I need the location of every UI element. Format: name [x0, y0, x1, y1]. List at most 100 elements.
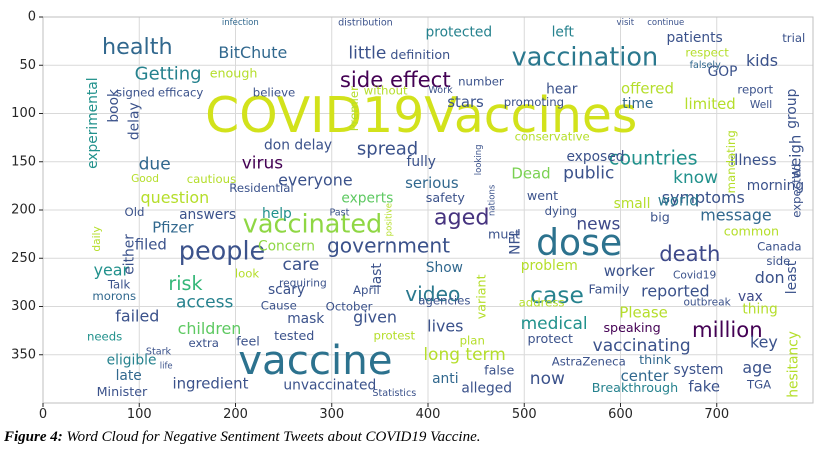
word-cloud-word: fully [407, 154, 436, 170]
word-cloud-word: news [576, 214, 620, 234]
word-cloud-word: mandating [724, 130, 738, 193]
y-tick-label: 350 [11, 347, 36, 362]
word-cloud-word: feel [236, 334, 260, 349]
word-cloud-word: nations [487, 184, 497, 216]
word-cloud-word: illness [730, 151, 777, 169]
word-cloud-word: serious [405, 174, 459, 192]
word-cloud-word: variant [473, 274, 488, 319]
x-tick-label: 400 [416, 407, 441, 422]
word-cloud-word: needs [87, 329, 122, 343]
word-cloud-word: agencies [418, 294, 470, 308]
word-cloud-word: COVID19Vaccines [205, 87, 637, 144]
word-cloud-word: efficacy [158, 85, 204, 99]
word-cloud-word: expected [790, 164, 804, 218]
word-cloud-word: Old [125, 205, 145, 219]
word-cloud-word: extra [189, 336, 219, 350]
word-cloud-word: false [484, 363, 514, 378]
y-tick-label: 0 [28, 10, 36, 25]
word-cloud-word: access [176, 293, 233, 313]
x-tick-label: 600 [608, 407, 633, 422]
y-tick-label: 50 [19, 58, 36, 73]
word-cloud-word: answers [179, 207, 236, 223]
word-cloud-word: daily [91, 226, 103, 251]
word-cloud-word: infection [222, 18, 259, 28]
word-cloud-word: definition [390, 47, 450, 62]
word-cloud-word: common [724, 224, 779, 239]
word-cloud-word: late [116, 368, 142, 384]
word-cloud-word: protest [374, 328, 416, 342]
word-cloud-word: morning [747, 178, 804, 194]
word-cloud-word: hear [546, 81, 578, 97]
word-cloud-word: scary [268, 282, 305, 298]
word-cloud-word: NFL [508, 229, 524, 255]
word-cloud-word: Premier [347, 86, 361, 131]
word-cloud-word: limited [684, 95, 735, 113]
word-cloud-word: Good [131, 173, 159, 185]
word-cloud-word: countries [609, 146, 698, 169]
word-cloud-word: least [784, 260, 800, 294]
word-cloud-word: health [102, 34, 173, 60]
word-cloud-word: dying [545, 204, 577, 218]
word-cloud-word: hesitancy [786, 331, 802, 398]
word-cloud-word: look [235, 267, 260, 281]
word-cloud-word: promoting [504, 95, 564, 109]
word-cloud-word: question [141, 188, 210, 207]
word-cloud-word: Pfizer [152, 218, 194, 236]
x-tick-label: 0 [39, 407, 47, 422]
x-tick-label: 700 [704, 407, 729, 422]
word-cloud-word: small [614, 196, 651, 212]
word-cloud-word: GOP [708, 64, 738, 80]
word-cloud-word: looking [474, 144, 484, 175]
word-cloud-word: case [530, 281, 584, 309]
word-cloud-word: exposed [566, 149, 624, 165]
word-cloud-word: eligible [107, 353, 157, 369]
word-cloud-word: everyone [278, 171, 352, 190]
word-cloud-word: book [106, 89, 122, 123]
word-cloud-word: Past [329, 207, 349, 218]
word-cloud-word: stars [447, 93, 484, 111]
word-cloud-word: offered [621, 79, 674, 97]
word-cloud-word: medical [521, 314, 588, 334]
word-cloud-word: lives [427, 316, 463, 335]
word-cloud-word: age [742, 358, 772, 377]
word-cloud-word: side [766, 254, 790, 268]
word-cloud-word: tested [274, 328, 314, 343]
word-cloud-word: help [262, 206, 292, 222]
caption-text: Word Cloud for Negative Sentiment Tweets… [62, 429, 481, 445]
word-cloud-word: group [784, 89, 800, 129]
word-cloud-word: number [458, 75, 504, 89]
word-cloud-word: spread [357, 139, 418, 160]
word-cloud-word: reported [641, 282, 709, 301]
word-cloud-word: trial [782, 31, 805, 45]
word-cloud-word: must [488, 227, 520, 242]
word-cloud-word: children [178, 319, 242, 338]
word-cloud-word: key [750, 333, 778, 352]
word-cloud-word: aged [434, 205, 490, 231]
word-cloud-word: virus [242, 154, 284, 174]
y-tick-label: 250 [11, 251, 36, 266]
word-cloud-word: time [622, 96, 653, 112]
word-cloud-word: don [755, 268, 785, 287]
word-cloud-word: Dead [511, 164, 550, 182]
word-cloud-word: Well [750, 99, 772, 111]
word-cloud-word: failed [115, 307, 159, 326]
word-cloud-word: public [563, 163, 614, 183]
word-cloud-word: falsely [690, 60, 721, 71]
word-cloud-word: risk [168, 272, 202, 295]
word-cloud-word: know [673, 168, 718, 188]
word-cloud-word: vaccine [238, 337, 392, 384]
word-cloud-word: vaccinated [243, 209, 383, 239]
word-cloud-word: given [353, 308, 397, 327]
word-cloud-word: don delay [264, 137, 332, 153]
word-cloud-word: alleged [461, 381, 512, 397]
word-cloud-word: Breakthrough [592, 380, 678, 395]
x-tick-label: 200 [223, 407, 248, 422]
word-cloud-word: Stark [146, 346, 172, 357]
word-cloud-word: million [692, 317, 763, 342]
word-cloud-word: distribution [338, 17, 393, 28]
word-cloud-word: went [527, 188, 558, 203]
word-cloud-word: plan [460, 333, 485, 347]
word-cloud-word: experts [341, 190, 393, 206]
word-cloud-word: center [621, 367, 670, 385]
